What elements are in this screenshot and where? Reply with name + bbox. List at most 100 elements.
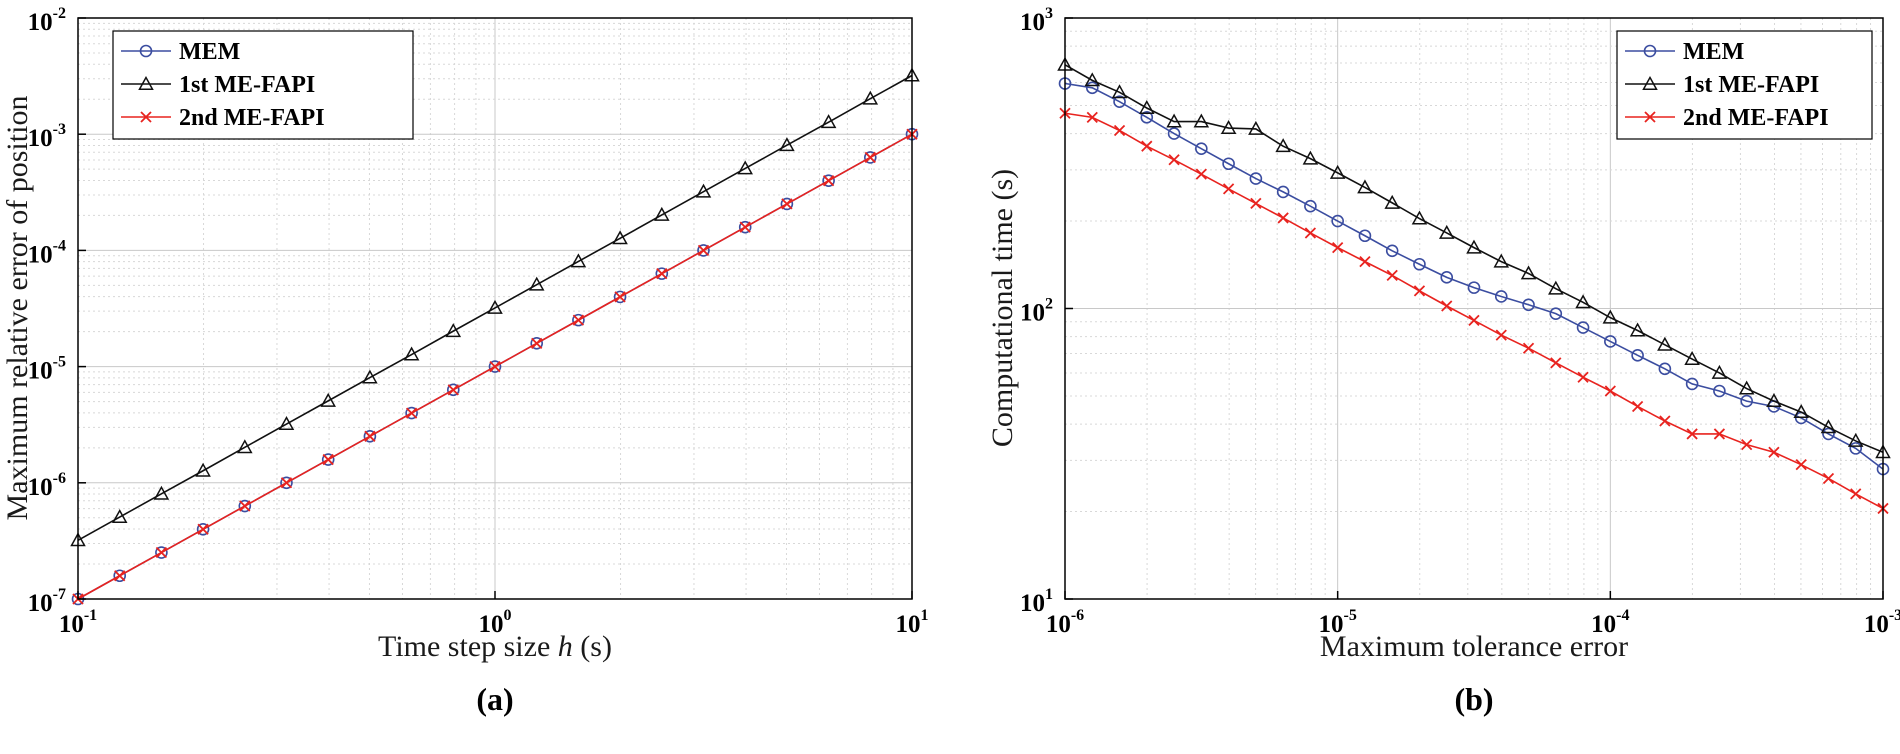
data-point-1st-me-fapi <box>1793 404 1809 419</box>
data-point-1st-me-fapi <box>1275 138 1291 153</box>
data-point-1st-me-fapi <box>1411 210 1428 225</box>
data-point-mem <box>1167 127 1181 140</box>
legend-box <box>1616 30 1873 140</box>
series-line-1st-me-fapi <box>77 74 913 541</box>
data-point-1st-me-fapi <box>1384 194 1400 209</box>
data-point-1st-me-fapi <box>1438 224 1455 239</box>
x-tick-label: 10-5 <box>1319 607 1357 638</box>
panel-a-ylabel: Maximum relative error of position <box>1 96 34 521</box>
legend-label-2nd-me-fapi: 2nd ME-FAPI <box>179 105 325 131</box>
data-point-1st-me-fapi <box>1820 419 1837 434</box>
series-line-1st-me-fapi <box>1064 64 1884 453</box>
data-point-1st-me-fapi <box>779 137 795 152</box>
data-point-mem <box>1685 377 1699 391</box>
data-point-1st-me-fapi <box>111 509 128 524</box>
data-point-1st-me-fapi <box>1520 265 1537 280</box>
panel-b-ticks: 10-6 10-5 10-4 10-3 101 102 103 <box>1020 5 1900 638</box>
data-point-2nd-me-fapi <box>1495 329 1507 341</box>
data-point-1st-me-fapi <box>1111 84 1128 99</box>
data-point-1st-me-fapi <box>320 392 336 407</box>
data-point-2nd-me-fapi <box>739 221 751 233</box>
x-tick-label: 10-1 <box>59 607 97 638</box>
data-point-mem <box>1522 298 1535 312</box>
data-point-mem <box>1140 111 1154 124</box>
data-point-mem <box>1249 172 1263 185</box>
data-point-2nd-me-fapi <box>1522 342 1535 354</box>
data-point-2nd-me-fapi <box>781 198 793 210</box>
x-tick-label: 10-3 <box>1864 607 1900 638</box>
y-tick-label: 101 <box>1020 586 1053 617</box>
data-point-2nd-me-fapi <box>1604 385 1616 397</box>
data-point-2nd-me-fapi <box>1113 124 1126 137</box>
legend-label-1st-me-fapi: 1st ME-FAPI <box>179 72 315 98</box>
data-point-2nd-me-fapi <box>1086 111 1098 123</box>
legend-marker-1st-me-fapi <box>1642 75 1658 90</box>
data-point-2nd-me-fapi <box>1741 438 1753 451</box>
data-point-1st-me-fapi <box>1684 350 1700 365</box>
data-point-2nd-me-fapi <box>364 430 376 442</box>
data-point-2nd-me-fapi <box>1577 371 1589 383</box>
data-point-1st-me-fapi <box>362 369 378 384</box>
data-point-mem <box>1822 427 1835 441</box>
data-point-1st-me-fapi <box>487 299 503 314</box>
legend-label-mem: MEM <box>179 39 240 65</box>
data-point-1st-me-fapi <box>570 253 587 268</box>
data-point-mem <box>363 430 377 443</box>
data-point-2nd-me-fapi <box>1850 488 1862 500</box>
data-point-mem <box>1849 442 1863 455</box>
data-point-2nd-me-fapi <box>1141 140 1153 152</box>
panel-b-xlabel: Maximum tolerance error <box>1320 630 1628 663</box>
panel-a-legend: MEM 1st ME-FAPI 2nd ME-FAPI <box>112 30 414 140</box>
data-point-mem <box>405 406 418 420</box>
data-point-2nd-me-fapi <box>1822 472 1835 485</box>
data-point-2nd-me-fapi <box>1686 428 1698 440</box>
data-point-2nd-me-fapi <box>1659 415 1671 427</box>
data-point-mem <box>572 313 585 327</box>
data-point-1st-me-fapi <box>1711 364 1728 379</box>
x-tick-label: 10-6 <box>1046 607 1084 638</box>
data-point-1st-me-fapi <box>1847 432 1864 447</box>
data-point-mem <box>1631 349 1644 362</box>
data-point-mem <box>1576 321 1590 334</box>
legend-marker-2nd-me-fapi <box>1644 111 1656 123</box>
data-point-1st-me-fapi <box>1193 113 1210 128</box>
data-point-2nd-me-fapi <box>822 175 835 187</box>
data-point-1st-me-fapi <box>153 485 170 500</box>
data-point-1st-me-fapi <box>1575 294 1591 309</box>
data-point-2nd-me-fapi <box>1168 154 1180 166</box>
x-tick-label: 10-4 <box>1591 607 1629 638</box>
data-point-1st-me-fapi <box>1466 239 1482 254</box>
data-point-1st-me-fapi <box>403 346 420 361</box>
y-tick-label: 103 <box>1020 5 1053 36</box>
data-point-2nd-me-fapi <box>489 360 501 373</box>
data-point-mem <box>1113 95 1126 109</box>
data-point-1st-me-fapi <box>1657 336 1673 351</box>
y-tick-label: 102 <box>1020 296 1053 327</box>
legend-marker-mem <box>1643 44 1657 58</box>
data-point-1st-me-fapi <box>1766 393 1782 408</box>
data-point-2nd-me-fapi <box>572 314 585 326</box>
panel-b-series <box>1057 56 1891 515</box>
legend-marker-2nd-me-fapi <box>140 111 152 123</box>
data-point-1st-me-fapi <box>1166 113 1182 128</box>
data-point-2nd-me-fapi <box>322 453 334 466</box>
data-point-mem <box>446 383 460 397</box>
legend-label-mem: MEM <box>1683 39 1744 65</box>
data-point-2nd-me-fapi <box>405 407 418 419</box>
data-point-1st-me-fapi <box>237 439 253 454</box>
panel-a-xlabel: Time step size h (s) <box>378 630 612 663</box>
data-point-2nd-me-fapi <box>1550 357 1562 369</box>
data-point-2nd-me-fapi <box>1713 428 1726 440</box>
data-point-1st-me-fapi <box>737 160 753 175</box>
data-point-mem <box>822 174 835 187</box>
y-tick-label: 10-5 <box>28 354 66 385</box>
data-point-2nd-me-fapi <box>280 477 293 489</box>
x-tick-label: 100 <box>479 607 512 638</box>
data-point-mem <box>697 244 710 257</box>
data-point-1st-me-fapi <box>1084 72 1101 87</box>
panel-a-ticks: 10-1 100 101 10-7 10-6 10-5 10-4 10-3 10-2 <box>28 5 929 638</box>
data-point-mem <box>1658 362 1672 376</box>
data-point-mem <box>1304 199 1317 213</box>
data-point-1st-me-fapi <box>278 416 295 431</box>
